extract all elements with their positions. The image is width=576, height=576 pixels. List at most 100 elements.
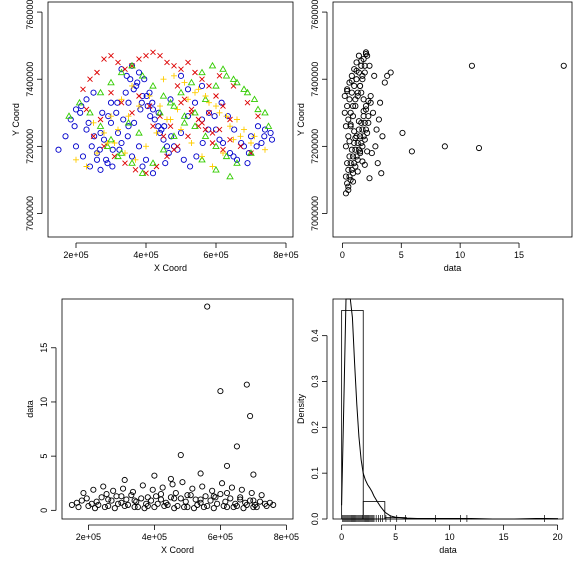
data-point <box>100 136 108 143</box>
data-point <box>201 95 210 103</box>
data-point <box>268 136 276 143</box>
data-point <box>375 116 382 123</box>
data-point <box>163 143 171 150</box>
data-point <box>138 495 145 502</box>
y-tick-label: 7000000 <box>310 196 320 231</box>
data-point <box>184 492 191 499</box>
data-point <box>214 500 221 507</box>
y-tick-label: 15 <box>39 343 49 353</box>
data-point <box>219 65 227 72</box>
data-point <box>101 129 107 136</box>
data-point <box>369 109 377 116</box>
data-point <box>192 496 199 503</box>
data-point <box>139 163 146 170</box>
data-point <box>138 71 147 79</box>
data-point <box>353 67 360 74</box>
data-point <box>150 123 156 130</box>
data-point <box>210 493 217 500</box>
data-point <box>342 173 350 180</box>
data-point <box>238 486 245 493</box>
data-point <box>96 88 105 96</box>
data-point <box>161 502 168 510</box>
y-axis-label: Density <box>296 393 306 424</box>
data-point <box>75 98 84 106</box>
data-point <box>118 493 125 500</box>
data-point <box>157 113 163 119</box>
data-point <box>243 88 252 96</box>
data-point <box>218 480 226 487</box>
data-point <box>250 504 257 511</box>
data-point <box>146 93 153 99</box>
plot-frame <box>47 1 294 238</box>
data-point <box>184 86 192 93</box>
data-point <box>210 505 217 512</box>
data-point <box>83 163 90 170</box>
data-point <box>381 79 388 86</box>
y-tick-label: 7400000 <box>310 62 320 97</box>
data-point <box>222 71 231 79</box>
y-axis-label: Y Coord <box>296 103 306 136</box>
y-tick-label: 5 <box>39 454 49 459</box>
data-point <box>161 123 168 130</box>
data-point <box>240 85 248 92</box>
data-point <box>185 59 191 66</box>
data-point <box>83 126 90 133</box>
data-point <box>123 72 130 79</box>
data-point <box>149 82 157 89</box>
data-point <box>158 126 165 133</box>
data-point <box>358 139 365 147</box>
data-point <box>345 183 352 190</box>
y-tick-label: 0 <box>39 508 49 513</box>
data-point <box>348 77 355 84</box>
data-point <box>187 492 194 499</box>
data-point <box>217 388 224 395</box>
data-point <box>219 139 227 147</box>
data-point <box>97 166 104 173</box>
plot-frame <box>61 298 294 520</box>
data-point <box>191 122 199 129</box>
data-point <box>207 497 214 504</box>
data-point <box>349 103 357 110</box>
data-point <box>354 139 361 147</box>
data-point <box>134 504 141 511</box>
data-point <box>139 482 146 489</box>
data-point <box>109 146 116 153</box>
data-point <box>156 108 164 116</box>
data-point <box>131 497 138 504</box>
data-point <box>78 103 85 110</box>
data-point <box>125 99 132 106</box>
data-point <box>351 82 358 89</box>
data-point <box>192 89 198 96</box>
data-point <box>174 106 181 113</box>
data-point <box>96 146 103 153</box>
data-point <box>101 56 107 62</box>
data-point <box>124 118 133 126</box>
data-point <box>216 136 223 143</box>
data-point <box>206 109 212 116</box>
data-point <box>177 88 185 96</box>
data-point <box>120 116 127 123</box>
data-point <box>379 133 386 140</box>
data-point <box>107 99 115 106</box>
data-point <box>199 483 206 490</box>
data-point <box>258 139 265 147</box>
data-point <box>364 129 371 136</box>
data-point <box>352 163 359 170</box>
y-axis-label: Y Coord <box>11 103 21 136</box>
data-point <box>83 96 90 103</box>
data-point <box>354 92 361 100</box>
data-point <box>261 126 269 133</box>
data-point <box>209 163 216 170</box>
data-point <box>205 126 212 133</box>
panel-ycoord-vs-data: 0 5 10 15 data 7000000 7200000 7400000 7600000 Y … <box>296 0 573 273</box>
data-point <box>254 105 262 113</box>
data-point <box>162 160 169 167</box>
data-point <box>247 149 255 156</box>
data-point <box>262 146 268 153</box>
data-point <box>179 479 186 486</box>
data-point <box>90 89 97 96</box>
data-point <box>160 136 167 143</box>
data-point <box>230 153 237 160</box>
data-point <box>177 495 184 502</box>
